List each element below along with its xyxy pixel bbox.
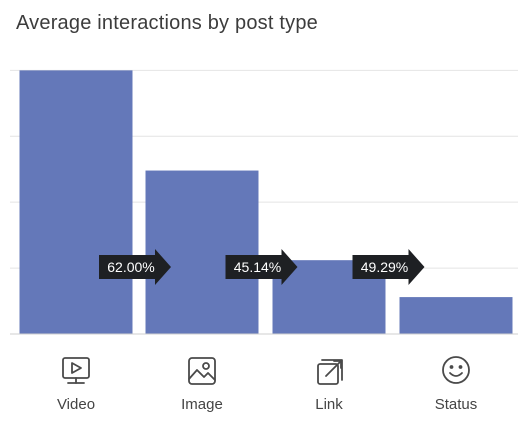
- smiley-icon: [442, 356, 470, 384]
- bar-video: [19, 70, 133, 334]
- category-label-image: Image: [181, 396, 223, 413]
- transition-arrow: 45.14%: [225, 249, 298, 285]
- category-label-status: Status: [435, 396, 478, 413]
- transition-label: 49.29%: [361, 259, 408, 275]
- transition-arrow: 62.00%: [99, 249, 171, 285]
- bar-image: [145, 170, 259, 334]
- category-label-video: Video: [57, 396, 95, 413]
- chart-title: Average interactions by post type: [16, 12, 318, 34]
- transition-arrow-shape: [225, 249, 298, 285]
- link-icon: [317, 359, 343, 385]
- play-screen-icon: [62, 357, 90, 384]
- category-label-link: Link: [315, 396, 343, 413]
- image-icon: [188, 357, 216, 385]
- transition-arrow-shape: [99, 249, 171, 285]
- bar-status: [399, 297, 513, 334]
- transition-arrow-shape: [352, 249, 425, 285]
- transition-label: 45.14%: [234, 259, 281, 275]
- transition-label: 62.00%: [107, 259, 154, 275]
- transition-arrows: 62.00% 45.14% 49.29%: [99, 249, 425, 285]
- transition-arrow: 49.29%: [352, 249, 425, 285]
